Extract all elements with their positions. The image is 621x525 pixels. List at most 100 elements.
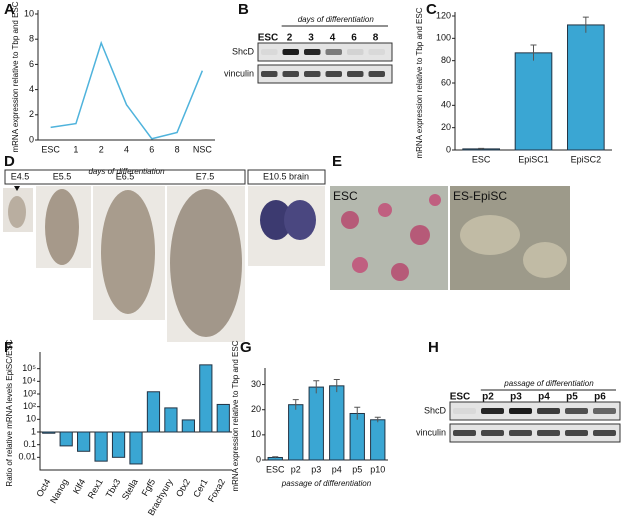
y-tick-label: 10³ bbox=[23, 388, 36, 398]
band bbox=[282, 71, 299, 77]
y-tick-label: 100 bbox=[436, 33, 451, 43]
blot-strip bbox=[257, 42, 393, 62]
panel-letter: D bbox=[4, 153, 15, 170]
lane-label: 4 bbox=[330, 33, 336, 44]
blot-strip bbox=[449, 423, 621, 443]
embryo bbox=[45, 189, 79, 265]
x-tick-label: NSC bbox=[193, 144, 213, 154]
stage-label: E7.5 bbox=[196, 171, 215, 181]
x-tick-label: 8 bbox=[175, 144, 180, 154]
x-tick-label: ESC bbox=[266, 464, 285, 474]
error-bar bbox=[478, 147, 485, 150]
y-tick-label: 0.01 bbox=[18, 452, 36, 462]
band bbox=[453, 408, 476, 414]
axis bbox=[39, 352, 232, 471]
y-tick-label: 1 bbox=[31, 426, 36, 436]
x-tick-label: 6 bbox=[149, 144, 154, 154]
culture-label: ESC bbox=[333, 189, 358, 203]
band bbox=[368, 49, 385, 55]
colony bbox=[523, 242, 567, 278]
x-tick-label: p10 bbox=[370, 464, 385, 474]
x-tick-label: 1 bbox=[73, 144, 78, 154]
embryo bbox=[8, 196, 26, 228]
band bbox=[304, 49, 321, 55]
y-tick-label: 0.1 bbox=[23, 439, 36, 449]
row-label: ShcD bbox=[424, 405, 447, 415]
x-tick-label: 4 bbox=[124, 144, 129, 154]
lane-label: p3 bbox=[510, 392, 522, 403]
band bbox=[325, 71, 342, 77]
x-tick-label: p4 bbox=[332, 464, 342, 474]
stage-frame bbox=[247, 169, 326, 185]
y-tick-label: 120 bbox=[436, 10, 451, 20]
data-line bbox=[50, 40, 204, 140]
x-tick-label: Stella bbox=[120, 477, 140, 501]
error-bar bbox=[272, 456, 279, 459]
lane-label: p5 bbox=[566, 392, 578, 403]
bar bbox=[288, 404, 304, 461]
band bbox=[537, 408, 560, 414]
lane-label: 3 bbox=[308, 33, 314, 44]
band bbox=[304, 71, 321, 77]
colony bbox=[429, 194, 441, 206]
error-bar bbox=[354, 406, 361, 420]
lane-label: 6 bbox=[351, 33, 357, 44]
error-bar bbox=[582, 16, 589, 33]
y-tick-label: 20 bbox=[251, 404, 261, 414]
x-axis-label: passage of differentiation bbox=[281, 479, 372, 488]
bar bbox=[370, 419, 386, 461]
x-tick-label: EpiSC1 bbox=[518, 154, 549, 164]
bar bbox=[567, 24, 605, 151]
bar bbox=[199, 364, 213, 433]
panel-letter: E bbox=[332, 153, 342, 170]
y-tick-label: 2 bbox=[29, 109, 34, 119]
lane-label: ESC bbox=[450, 392, 471, 403]
x-tick-label: p5 bbox=[352, 464, 362, 474]
band bbox=[368, 71, 385, 77]
x-tick-label: Otx2 bbox=[174, 477, 192, 498]
embryo bbox=[170, 189, 242, 337]
bar bbox=[308, 386, 324, 461]
lane-label: 8 bbox=[373, 33, 379, 44]
row-label: vinculin bbox=[224, 68, 254, 78]
x-tick-label: ESC bbox=[472, 154, 491, 164]
y-tick-label: 0 bbox=[29, 134, 34, 144]
stage-frame bbox=[4, 169, 246, 185]
blot-strip bbox=[257, 64, 393, 84]
bar bbox=[94, 431, 108, 462]
panel-letter: F bbox=[4, 339, 13, 356]
panel-letter: G bbox=[240, 339, 252, 356]
stage-label: E10.5 brain bbox=[263, 171, 309, 181]
culture-label: ES-EpiSC bbox=[453, 189, 507, 203]
colony bbox=[410, 225, 430, 245]
blot-caption: passage of differentiation bbox=[503, 379, 594, 388]
colony bbox=[391, 263, 409, 281]
band bbox=[453, 430, 476, 436]
brain bbox=[284, 200, 316, 240]
band bbox=[509, 430, 532, 436]
x-tick-label: Klf4 bbox=[71, 477, 87, 495]
band bbox=[481, 408, 504, 414]
x-tick-label: Rex1 bbox=[86, 477, 105, 500]
y-axis-label: Ratio of relative mRNA levels EpiSC/ESC bbox=[5, 339, 14, 486]
x-tick-label: p2 bbox=[291, 464, 301, 474]
axis bbox=[37, 10, 215, 141]
panel-letter: C bbox=[426, 1, 437, 18]
embryo bbox=[101, 190, 155, 314]
y-tick-label: 20 bbox=[441, 122, 451, 132]
error-bar bbox=[333, 379, 340, 393]
bar bbox=[146, 391, 161, 433]
bar bbox=[514, 52, 553, 151]
y-tick-label: 10 bbox=[26, 414, 36, 424]
band bbox=[261, 49, 278, 55]
stage-label: E6.5 bbox=[116, 171, 135, 181]
lane-label: 2 bbox=[287, 33, 293, 44]
x-tick-label: Fgf5 bbox=[140, 477, 158, 498]
error-bar bbox=[530, 44, 537, 61]
lane-label: p2 bbox=[482, 392, 494, 403]
arrowhead bbox=[14, 186, 20, 191]
panel-letter: H bbox=[428, 339, 439, 356]
y-tick-label: 40 bbox=[441, 100, 451, 110]
band bbox=[593, 430, 616, 436]
bar bbox=[216, 403, 230, 433]
